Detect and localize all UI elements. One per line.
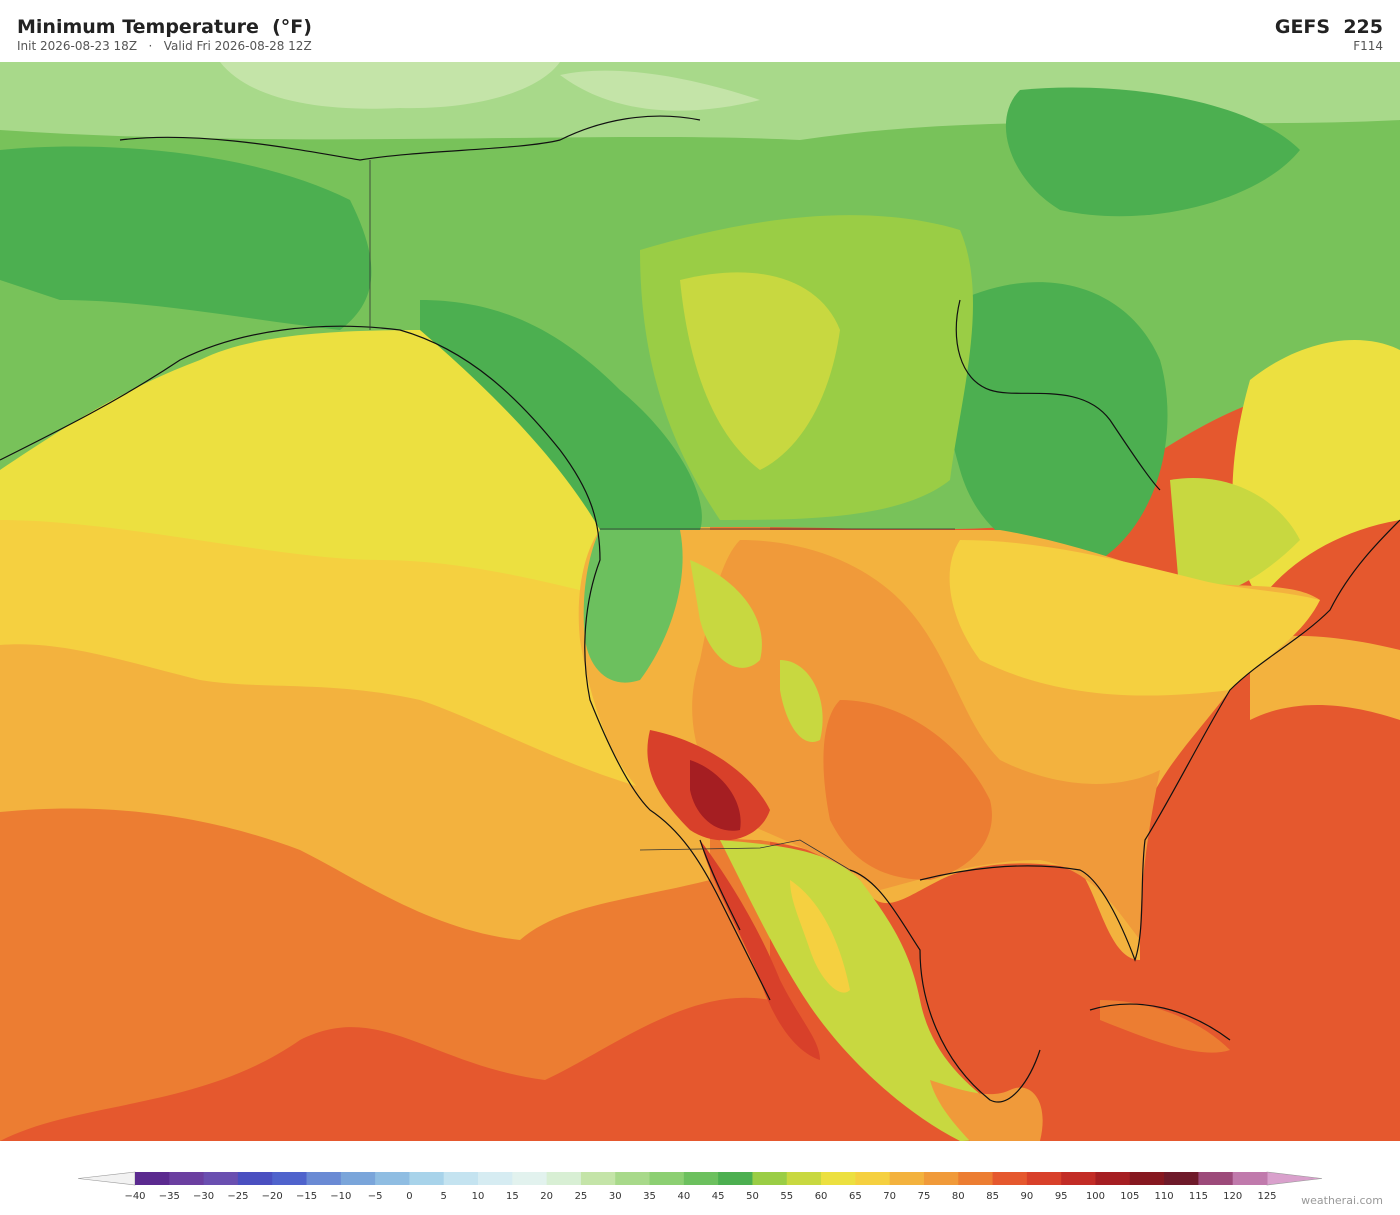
- colorbar-label: 115: [1189, 1191, 1208, 1202]
- colorbar-label: 95: [1055, 1191, 1068, 1202]
- colorbar-label: 65: [849, 1191, 862, 1202]
- colorbar-label: 90: [1021, 1191, 1034, 1202]
- init-time: Init 2026-08-23 18Z: [17, 39, 138, 53]
- colorbar-swatch: [237, 1172, 273, 1185]
- colorbar-swatch: [1095, 1172, 1131, 1185]
- colorbar-label: −35: [159, 1191, 180, 1202]
- colorbar-swatch: [203, 1172, 239, 1185]
- colorbar-swatch: [683, 1172, 719, 1185]
- colorbar-swatch: [409, 1172, 445, 1185]
- colorbar-under: [77, 1171, 136, 1186]
- colorbar-label: 15: [506, 1191, 519, 1202]
- colorbar: −40 −35 −30 −25 −20 −15 −10 −5 0 5 10 15 20 25 30 35 40 4…: [77, 1171, 1323, 1202]
- colorbar-swatch: [512, 1172, 548, 1185]
- colorbar-swatch: [1129, 1172, 1165, 1185]
- colorbar-label: 40: [677, 1191, 690, 1202]
- model-name: GEFS 225: [1274, 16, 1383, 38]
- colorbar-label: −30: [193, 1191, 214, 1202]
- run-info: Init 2026-08-23 18Z · Valid Fri 2026-08-…: [17, 39, 312, 53]
- colorbar-label: −25: [227, 1191, 248, 1202]
- temperature-map: [0, 62, 1400, 1141]
- colorbar-swatch: [752, 1172, 788, 1185]
- colorbar-label: 45: [712, 1191, 725, 1202]
- colorbar-label: 30: [609, 1191, 622, 1202]
- colorbar-swatch: [718, 1172, 753, 1185]
- colorbar-swatch: [958, 1172, 994, 1185]
- separator: ·: [148, 39, 153, 53]
- colorbar-label: 125: [1257, 1191, 1276, 1202]
- colorbar-label: 85: [986, 1191, 999, 1202]
- colorbar-label: 25: [575, 1191, 588, 1202]
- colorbar-swatch: [821, 1172, 856, 1185]
- colorbar-swatch: [889, 1172, 925, 1185]
- colorbar-label: −15: [296, 1191, 317, 1202]
- colorbar-swatch: [478, 1172, 513, 1185]
- colorbar-label: 55: [780, 1191, 793, 1202]
- colorbar-label: 50: [746, 1191, 759, 1202]
- colorbar-label: 75: [918, 1191, 931, 1202]
- colorbar-label: −20: [262, 1191, 283, 1202]
- colorbar-swatch: [443, 1172, 479, 1185]
- colorbar-swatch: [615, 1172, 651, 1185]
- colorbar-swatch: [923, 1172, 959, 1185]
- colorbar-label: 5: [441, 1191, 447, 1202]
- colorbar-swatch: [169, 1172, 205, 1185]
- map-title: Minimum Temperature (°F): [17, 16, 312, 38]
- colorbar-label: 60: [815, 1191, 828, 1202]
- colorbar-label: 10: [472, 1191, 485, 1202]
- colorbar-label: 70: [883, 1191, 896, 1202]
- colorbar-label: 35: [643, 1191, 656, 1202]
- colorbar-swatch: [855, 1172, 891, 1185]
- colorbar-label: 20: [540, 1191, 553, 1202]
- credit: weatherai.com: [1301, 1194, 1383, 1207]
- colorbar-swatch: [1232, 1172, 1268, 1185]
- colorbar-swatch: [135, 1172, 170, 1185]
- colorbar-label: 110: [1155, 1191, 1174, 1202]
- colorbar-label: −10: [330, 1191, 351, 1202]
- colorbar-swatch: [992, 1172, 1028, 1185]
- colorbar-swatch: [306, 1172, 342, 1185]
- colorbar-swatch: [1164, 1172, 1199, 1185]
- valid-time: Valid Fri 2026-08-28 12Z: [163, 39, 312, 53]
- colorbar-swatch: [272, 1172, 308, 1185]
- colorbar-label: −5: [368, 1191, 383, 1202]
- colorbar-label: 120: [1223, 1191, 1242, 1202]
- colorbar-swatch: [649, 1172, 685, 1185]
- colorbar-label: 0: [406, 1191, 412, 1202]
- colorbar-swatch: [786, 1172, 822, 1185]
- colorbar-swatch: [546, 1172, 582, 1185]
- colorbar-swatch: [375, 1172, 410, 1185]
- colorbar-label: 100: [1086, 1191, 1105, 1202]
- colorbar-swatch: [1061, 1172, 1096, 1185]
- colorbar-swatch: [1026, 1172, 1062, 1185]
- colorbar-label: −40: [124, 1191, 145, 1202]
- forecast-hour: F114: [1353, 39, 1383, 53]
- colorbar-swatch: [1198, 1172, 1234, 1185]
- colorbar-over: [1266, 1171, 1323, 1186]
- colorbar-label: 105: [1120, 1191, 1139, 1202]
- colorbar-swatch: [580, 1172, 616, 1185]
- colorbar-swatch: [340, 1172, 376, 1185]
- colorbar-label: 80: [952, 1191, 965, 1202]
